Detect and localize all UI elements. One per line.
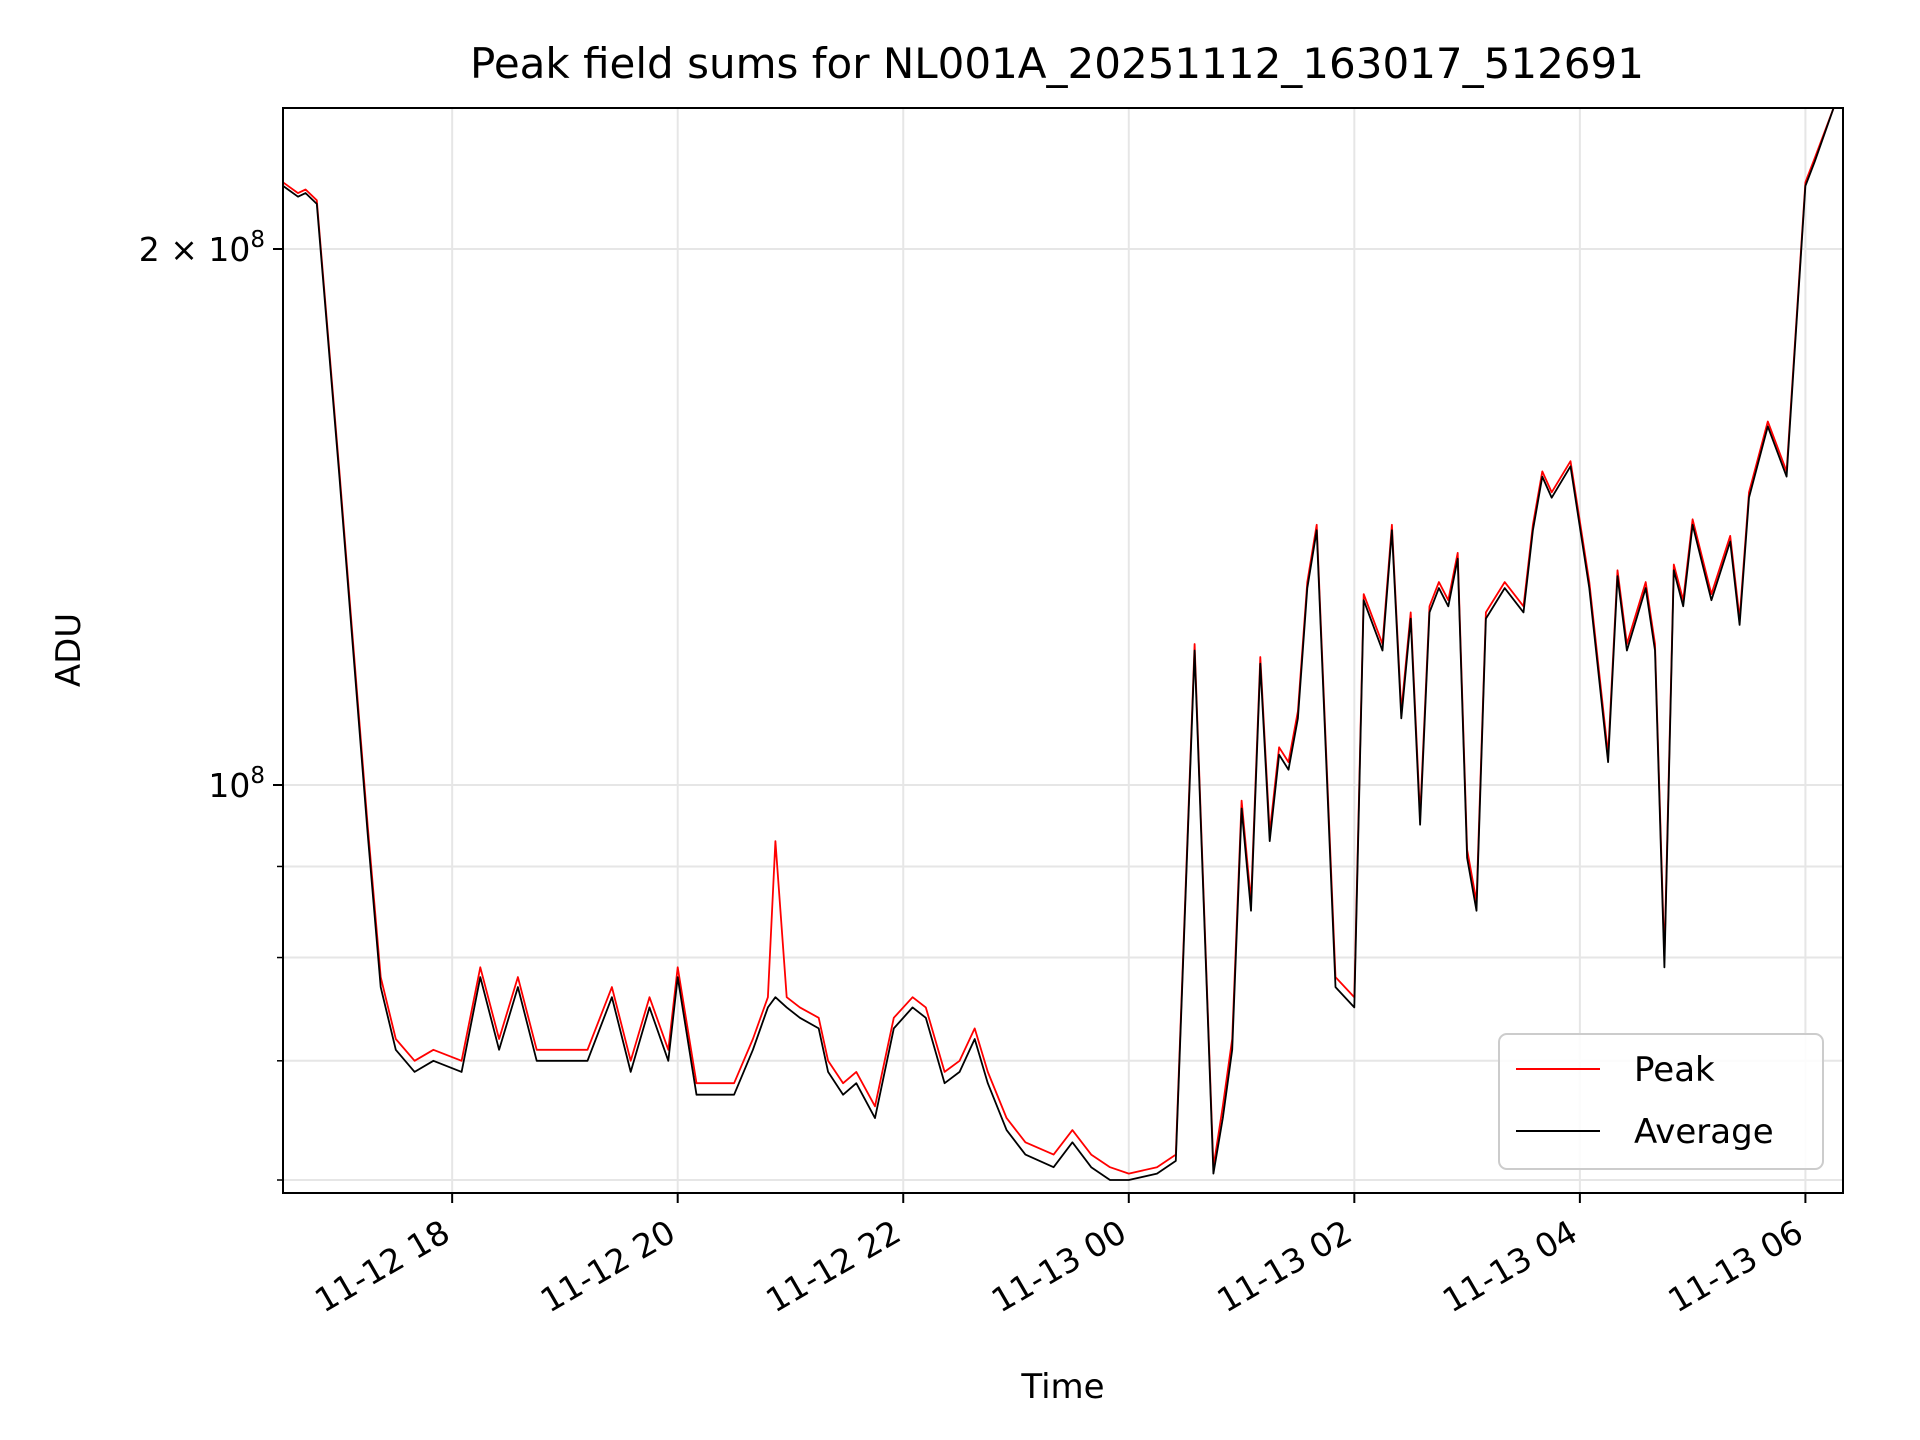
legend-average-label: Average: [1634, 1112, 1774, 1152]
y-axis: 108 2 × 108: [139, 227, 283, 1181]
y-tick-label: 108: [208, 763, 265, 805]
y-axis-label: ADU: [49, 613, 89, 687]
legend-box: [1498, 1033, 1824, 1170]
series-layer: [283, 108, 1835, 1181]
legend-peak-label: Peak: [1634, 1050, 1715, 1090]
series-line-average: [283, 108, 1835, 1181]
y-tick-label: 2 × 108: [139, 227, 265, 269]
legend: Peak Average: [1498, 1033, 1824, 1170]
chart-title: Peak field sums for NL001A_20251112_1630…: [470, 39, 1644, 88]
plot-frame: [282, 107, 1844, 1194]
x-axis-label: Time: [1020, 1367, 1104, 1407]
